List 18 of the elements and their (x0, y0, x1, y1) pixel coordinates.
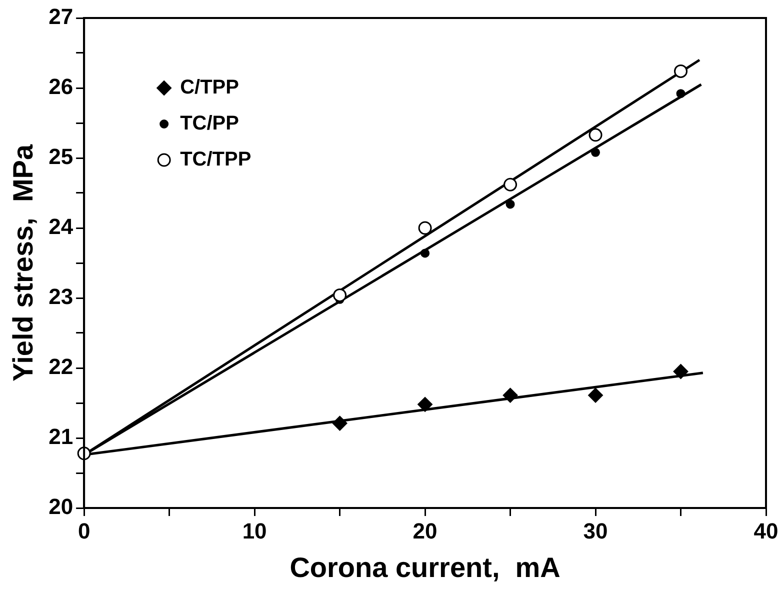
y-tick-label: 21 (48, 424, 74, 450)
y-tick-label: 24 (48, 214, 74, 240)
y-axis-title: Yield stress, MPa (8, 144, 39, 382)
y-tick-label: 22 (48, 354, 74, 380)
x-tick-label: 40 (754, 518, 778, 544)
y-tick-label: 23 (48, 284, 74, 310)
x-tick-label: 30 (583, 518, 608, 544)
y-tick-label: 20 (48, 494, 74, 520)
x-axis-title: Corona current, mA (290, 552, 560, 583)
y-tick-label: 27 (48, 4, 74, 30)
legend-label: C/TPP (180, 76, 239, 99)
x-tick-label: 20 (412, 518, 438, 544)
x-tick-label: 0 (78, 518, 90, 544)
legend-label: TC/PP (180, 112, 239, 135)
y-tick-label: 26 (48, 74, 74, 100)
y-tick-label: 25 (48, 144, 74, 170)
x-tick-label: 10 (242, 518, 267, 544)
legend-label: TC/TPP (180, 148, 252, 171)
